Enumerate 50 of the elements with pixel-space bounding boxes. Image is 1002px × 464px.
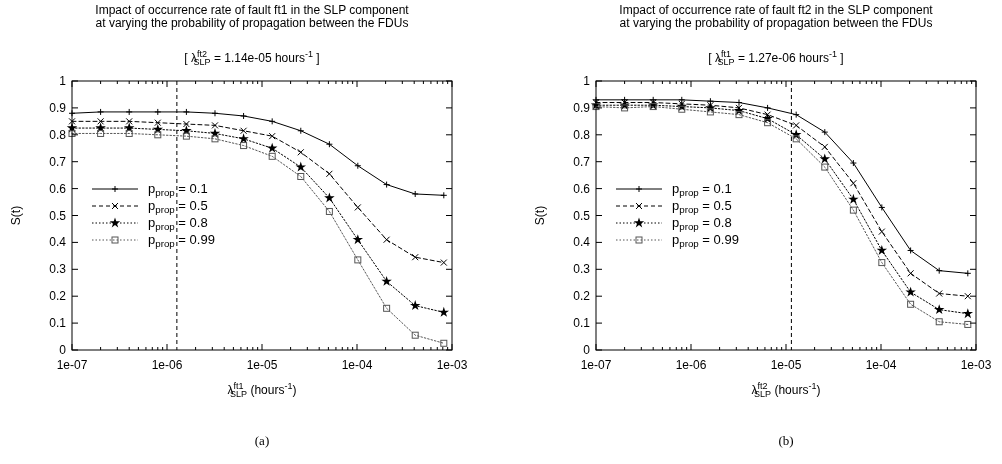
text: (a) — [254, 433, 270, 448]
text: (b) — [778, 433, 794, 448]
x-axis-title: λ$^{ft2}$$_{SLP}$ (hours$^{-1}$) — [751, 381, 821, 399]
y-axis-title: S(t) — [9, 205, 23, 226]
legend-label: p$_{prop}$ = 0.99 — [672, 232, 739, 249]
legend-label: p$_{prop}$ = 0.8 — [148, 215, 208, 232]
chart-subtitle: [ λ$^{ft1}$$_{SLP}$ = 1.27e-06 hours$^{-1}$ ] — [708, 49, 844, 67]
y-tick-label: 1 — [583, 74, 591, 88]
y-tick-label: 0.2 — [49, 289, 67, 304]
y-tick-label: 0.7 — [49, 154, 67, 169]
legend-label: p$_{prop}$ = 0.1 — [672, 181, 732, 198]
x-tick-label: 1e-07 — [56, 358, 88, 372]
y-tick-label: 0.6 — [49, 181, 67, 196]
x-tick-label: 1e-05 — [770, 358, 802, 372]
y-tick-label: 0.2 — [573, 289, 591, 304]
legend-label: p$_{prop}$ = 0.5 — [672, 198, 732, 215]
legend-label: p$_{prop}$ = 0.99 — [148, 232, 215, 249]
x-tick-label: 1e-04 — [341, 358, 373, 372]
x-tick-label: 1e-06 — [675, 358, 707, 372]
x-tick-label: 1e-04 — [865, 358, 897, 372]
y-tick-label: 0.3 — [49, 262, 67, 277]
x-tick-label: 1e-03 — [960, 358, 992, 372]
y-tick-label: 0.8 — [573, 127, 591, 142]
y-tick-label: 1 — [59, 74, 67, 88]
y-tick-label: 0.1 — [573, 316, 591, 331]
y-tick-label: 0 — [59, 343, 67, 357]
legend-label: p$_{prop}$ = 0.8 — [672, 215, 732, 232]
y-tick-label: 0.9 — [573, 100, 591, 115]
x-tick-label: 1e-06 — [151, 358, 183, 372]
x-tick-label: 1e-03 — [436, 358, 468, 372]
y-tick-label: 0 — [583, 343, 591, 357]
y-tick-label: 0.1 — [49, 316, 67, 331]
y-tick-label: 0.9 — [49, 100, 67, 115]
legend-label: p$_{prop}$ = 0.1 — [148, 181, 208, 198]
y-tick-label: 0.4 — [49, 235, 67, 250]
y-tick-label: 0.4 — [573, 235, 591, 250]
y-tick-label: 0.3 — [573, 262, 591, 277]
chart-title: Impact of occurrence rate of fault ft2 in the SLP component at varying the probability of propagation between the FDUs — [619, 3, 934, 30]
chart-title: Impact of occurrence rate of fault ft1 in the SLP component at varying the probability of propagation between the FDUs — [95, 3, 410, 30]
y-axis-title: S(t) — [533, 205, 547, 226]
y-tick-label: 0.7 — [573, 154, 591, 169]
x-tick-label: 1e-07 — [580, 358, 612, 372]
x-tick-label: 1e-05 — [246, 358, 278, 372]
y-tick-label: 0.5 — [573, 208, 591, 223]
x-axis-title: λ$^{ft1}$$_{SLP}$ (hours$^{-1}$) — [227, 381, 297, 399]
legend-label: p$_{prop}$ = 0.5 — [148, 198, 208, 215]
y-tick-label: 0.8 — [49, 127, 67, 142]
y-tick-label: 0.6 — [573, 181, 591, 196]
y-tick-label: 0.5 — [49, 208, 67, 223]
chart-subtitle: [ λ$^{ft2}$$_{SLP}$ = 1.14e-05 hours$^{-1}$ ] — [184, 49, 320, 67]
